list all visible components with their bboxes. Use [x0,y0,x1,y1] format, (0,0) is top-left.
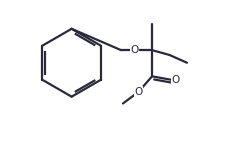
Text: O: O [131,45,139,55]
Text: O: O [171,75,180,85]
Text: O: O [134,87,143,97]
